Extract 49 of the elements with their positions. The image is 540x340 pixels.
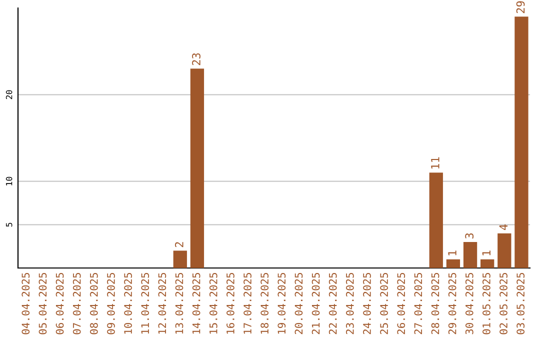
data-label: 29	[516, 1, 525, 14]
x-tick-label: 24.04.2025	[363, 273, 371, 334]
x-tick-label: 15.04.2025	[209, 273, 218, 334]
x-tick-label: 29.04.2025	[448, 273, 456, 334]
y-tick-label: 5	[6, 222, 12, 227]
x-tick-label: 17.04.2025	[244, 273, 252, 334]
x-tick-label: 05.04.2025	[38, 273, 47, 334]
x-tick-label: 07.04.2025	[72, 273, 81, 334]
x-tick-label: 01.05.2025	[482, 273, 490, 334]
x-tick-label: 13.04.2025	[175, 273, 184, 334]
bar	[173, 250, 187, 268]
bar	[463, 242, 478, 268]
data-label: 3	[465, 233, 474, 238]
x-tick-label: 26.04.2025	[397, 273, 406, 334]
bar	[498, 233, 512, 268]
bar	[429, 172, 443, 268]
data-label: 11	[431, 157, 440, 169]
data-label: 1	[448, 250, 456, 256]
x-tick-label: 06.04.2025	[56, 273, 64, 334]
x-tick-label: 22.04.2025	[328, 273, 337, 334]
data-label: 2	[174, 242, 184, 248]
x-tick-label: 30.04.2025	[465, 273, 474, 334]
bar	[190, 68, 204, 268]
y-tick-label: 10	[6, 176, 12, 186]
data-label: 1	[482, 250, 490, 256]
x-tick-label: 04.04.2025	[22, 273, 30, 334]
x-tick-label: 23.04.2025	[346, 273, 354, 334]
bar	[446, 259, 460, 268]
x-tick-label: 25.04.2025	[380, 273, 388, 334]
x-tick-label: 27.04.2025	[414, 273, 422, 334]
data-label: 23	[192, 53, 200, 66]
x-tick-label: 20.04.2025	[294, 273, 303, 334]
x-tick-label: 19.04.2025	[278, 273, 286, 334]
x-tick-label: 03.05.2025	[516, 273, 525, 334]
y-tick-label: 20	[6, 90, 12, 100]
x-tick-label: 28.04.2025	[431, 273, 440, 334]
bar	[514, 16, 528, 268]
x-tick-label: 16.04.2025	[226, 273, 234, 334]
x-tick-label: 18.04.2025	[260, 273, 269, 334]
x-tick-label: 21.04.2025	[312, 273, 320, 334]
x-tick-label: 02.05.2025	[500, 273, 508, 334]
x-tick-label: 11.04.2025	[141, 273, 150, 334]
data-label: 4	[499, 224, 508, 230]
x-tick-label: 10.04.2025	[124, 273, 132, 334]
x-tick-label: 12.04.2025	[158, 273, 166, 334]
bar	[480, 259, 494, 268]
x-tick-label: 14.04.2025	[192, 273, 200, 334]
x-tick-label: 08.04.2025	[90, 273, 98, 334]
x-tick-label: 09.04.2025	[107, 273, 115, 334]
